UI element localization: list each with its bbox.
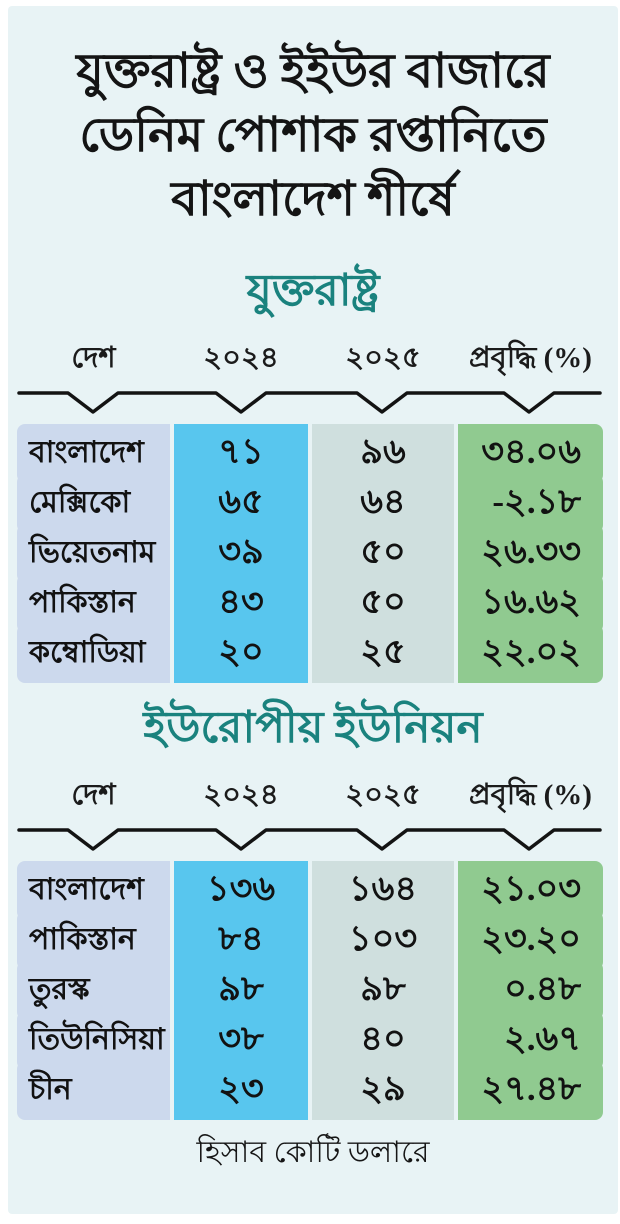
column-header-2024: ২০২৪ (203, 342, 279, 374)
country-cell: পাকিস্তান (17, 574, 170, 633)
growth-cell: -২.১৮ (458, 474, 603, 533)
value-2025-cell: ৯৮ (312, 961, 454, 1020)
country-cell: চীন (17, 1061, 170, 1120)
table-header-eu: দেশ ২০২৪ ২০২৫ প্রবৃদ্ধি (%) (17, 779, 603, 821)
growth-cell: ২১.০৩ (458, 861, 603, 920)
infographic-panel: যুক্তরাষ্ট্র ও ইইউর বাজারে ডেনিম পোশাক র… (8, 6, 618, 1214)
growth-cell: ২৭.৪৮ (458, 1061, 603, 1120)
table-row: তুরস্ক ৯৮ ৯৮ ০.৪৮ (17, 961, 603, 1020)
column-header-growth: প্রবৃদ্ধি (%) (469, 342, 592, 374)
table-row: বাংলাদেশ ৭১ ৯৬ ৩৪.০৬ (17, 424, 603, 483)
column-header-2025: ২০২৫ (345, 342, 421, 374)
column-header-2025: ২০২৫ (345, 779, 421, 811)
country-cell: তুরস্ক (17, 961, 170, 1020)
column-header-2024: ২০২৪ (203, 779, 279, 811)
country-cell: বাংলাদেশ (17, 424, 170, 483)
growth-cell: ৩৪.০৬ (458, 424, 603, 483)
column-header-country: দেশ (71, 779, 116, 811)
value-2024-cell: ৪৩ (174, 574, 308, 633)
growth-cell: ১৬.৬২ (458, 574, 603, 633)
growth-cell: ২২.০২ (458, 624, 603, 683)
section-title-us: যুক্তরাষ্ট্র (246, 266, 380, 315)
country-cell: মেক্সিকো (17, 474, 170, 533)
value-2024-cell: ১৩৬ (174, 861, 308, 920)
column-header-country: দেশ (71, 342, 116, 374)
growth-cell: ২৬.৩৩ (458, 524, 603, 583)
value-2024-cell: ৬৫ (174, 474, 308, 533)
table-body-eu: বাংলাদেশ ১৩৬ ১৬৪ ২১.০৩ পাকিস্তান ৮৪ ১০৩ ২৩.২০ তু… (17, 861, 603, 1120)
value-2025-cell: ৯৬ (312, 424, 454, 483)
table-header-us: দেশ ২০২৪ ২০২৫ প্রবৃদ্ধি (%) (17, 342, 603, 384)
value-2024-cell: ৩৮ (174, 1011, 308, 1070)
country-cell: পাকিস্তান (17, 911, 170, 970)
value-2025-cell: ১০৩ (312, 911, 454, 970)
page-title-line-2: ডেনিম পোশাক রপ্তানিতে (79, 109, 547, 162)
value-2025-cell: ২৫ (312, 624, 454, 683)
value-2025-cell: ৬৪ (312, 474, 454, 533)
table-row: ভিয়েতনাম ৩৯ ৫০ ২৬.৩৩ (17, 524, 603, 583)
value-2024-cell: ৭১ (174, 424, 308, 483)
table-row: তিউনিসিয়া ৩৮ ৪০ ২.৬৭ (17, 1011, 603, 1070)
table-row: বাংলাদেশ ১৩৬ ১৬৪ ২১.০৩ (17, 861, 603, 920)
growth-cell: ২.৬৭ (458, 1011, 603, 1070)
page-title: যুক্তরাষ্ট্র ও ইইউর বাজারে ডেনিম পোশাক র… (18, 40, 608, 232)
table-row: পাকিস্তান ৪৩ ৫০ ১৬.৬২ (17, 574, 603, 633)
value-2024-cell: ৯৮ (174, 961, 308, 1020)
value-2024-cell: ৩৯ (174, 524, 308, 583)
table-body-us: বাংলাদেশ ৭১ ৯৬ ৩৪.০৬ মেক্সিকো ৬৫ ৬৪ -২.১৮ ভিয়েত… (17, 424, 603, 683)
header-notch-line (17, 828, 602, 851)
table-row: চীন ২৩ ২৯ ২৭.৪৮ (17, 1061, 603, 1120)
table-row: পাকিস্তান ৮৪ ১০৩ ২৩.২০ (17, 911, 603, 970)
value-2025-cell: ৫০ (312, 524, 454, 583)
value-2025-cell: ৪০ (312, 1011, 454, 1070)
country-cell: বাংলাদেশ (17, 861, 170, 920)
page-title-line-1: যুক্তরাষ্ট্র ও ইইউর বাজারে (76, 45, 550, 98)
value-2024-cell: ২০ (174, 624, 308, 683)
value-2024-cell: ২৩ (174, 1061, 308, 1120)
column-header-growth: প্রবৃদ্ধি (%) (469, 779, 592, 811)
value-2025-cell: ২৯ (312, 1061, 454, 1120)
growth-cell: ২৩.২০ (458, 911, 603, 970)
table-row: কম্বোডিয়া ২০ ২৫ ২২.০২ (17, 624, 603, 683)
value-2025-cell: ১৬৪ (312, 861, 454, 920)
section-title-eu: ইউরোপীয় ইউনিয়ন (143, 703, 483, 752)
country-cell: তিউনিসিয়া (17, 1011, 170, 1070)
country-cell: কম্বোডিয়া (17, 624, 170, 683)
unit-note: হিসাব কোটি ডলারে (196, 1136, 430, 1169)
header-notch-line (17, 391, 602, 414)
value-2024-cell: ৮৪ (174, 911, 308, 970)
value-2025-cell: ৫০ (312, 574, 454, 633)
table-row: মেক্সিকো ৬৫ ৬৪ -২.১৮ (17, 474, 603, 533)
growth-cell: ০.৪৮ (458, 961, 603, 1020)
country-cell: ভিয়েতনাম (17, 524, 170, 583)
page-title-line-3: বাংলাদেশ শীর্ষে (171, 173, 455, 226)
